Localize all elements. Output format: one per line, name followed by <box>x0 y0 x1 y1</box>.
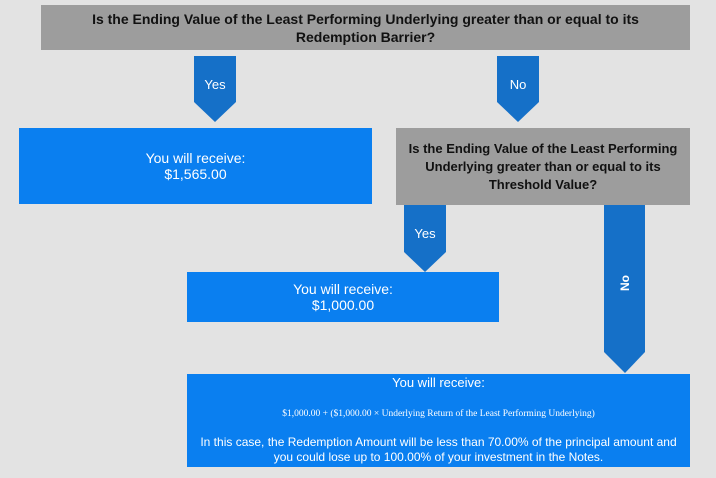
question-1-box: Is the Ending Value of the Least Perform… <box>41 5 690 50</box>
no-arrow-1 <box>497 56 539 122</box>
result-1-title: You will receive: <box>145 150 246 166</box>
result-2-box: You will receive: $1,000.00 <box>187 272 499 322</box>
result-3-title: You will receive: <box>392 375 485 390</box>
question-2-text: Is the Ending Value of the Least Perform… <box>408 140 678 192</box>
question-1-text: Is the Ending Value of the Least Perform… <box>92 10 639 45</box>
no-label-2: No <box>618 275 632 291</box>
result-3-formula: $1,000.00 + ($1,000.00 × Underlying Retu… <box>282 409 595 419</box>
yes-label-1: Yes <box>204 77 226 92</box>
yes-label-2: Yes <box>414 226 436 241</box>
no-arrow-2 <box>604 205 645 373</box>
result-3-note: In this case, the Redemption Amount will… <box>200 435 677 464</box>
result-2-amount: $1,000.00 <box>311 297 375 313</box>
result-3-box: You will receive: $1,000.00 + ($1,000.00… <box>187 374 690 467</box>
no-label-1: No <box>509 77 527 92</box>
result-1-amount: $1,565.00 <box>164 166 227 182</box>
result-1-box: You will receive: $1,565.00 <box>19 128 372 204</box>
yes-arrow-1 <box>194 56 236 122</box>
question-2-box: Is the Ending Value of the Least Perform… <box>396 128 690 205</box>
result-2-title: You will receive: <box>293 281 393 297</box>
yes-arrow-2 <box>404 205 446 272</box>
